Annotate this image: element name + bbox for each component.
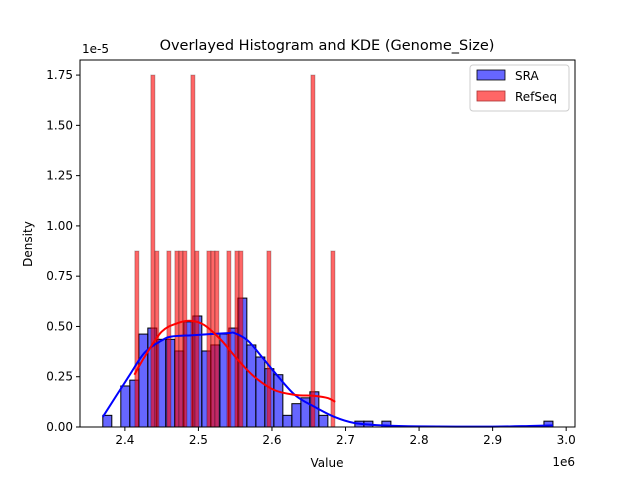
refseq-bar <box>166 250 172 428</box>
y-tick-label: 1.00 <box>46 219 73 233</box>
y-multiplier-label: 1e-5 <box>82 42 109 56</box>
sra-bar <box>255 356 266 428</box>
y-axis-ticks: 0.00 0.25 0.50 0.75 1.00 1.25 1.50 1.75 <box>46 68 80 434</box>
sra-bar <box>102 414 113 428</box>
x-axis-label: Value <box>311 456 344 470</box>
legend: SRA RefSeq <box>469 64 570 112</box>
refseq-bar <box>234 250 240 428</box>
chart-title: Overlayed Histogram and KDE (Genome_Size… <box>160 38 495 54</box>
x-tick-label: 2.8 <box>410 433 429 447</box>
axes-frame <box>79 59 576 428</box>
y-tick-label: 1.75 <box>46 68 73 82</box>
refseq-bar <box>226 250 232 428</box>
refseq-bar <box>206 250 212 428</box>
x-tick-label: 2.6 <box>262 433 281 447</box>
y-tick-label: 1.50 <box>46 118 73 132</box>
sra-bar <box>138 333 149 428</box>
y-tick-label: 0.25 <box>46 370 73 384</box>
x-tick-label: 3.0 <box>557 433 576 447</box>
y-tick-label: 0.00 <box>46 420 73 434</box>
refseq-bar <box>174 250 180 428</box>
y-tick-label: 1.25 <box>46 169 73 183</box>
legend-label-refseq: RefSeq <box>515 90 557 104</box>
refseq-bar <box>210 250 216 428</box>
refseq-bar <box>182 250 188 428</box>
sra-bar <box>246 344 257 428</box>
x-tick-label: 2.7 <box>336 433 355 447</box>
refseq-bar <box>190 74 196 428</box>
legend-swatch-sra <box>476 69 506 81</box>
x-tick-label: 2.5 <box>189 433 208 447</box>
sra-bar <box>291 403 302 428</box>
y-axis-label: Density <box>21 221 35 267</box>
refseq-bar <box>194 250 200 428</box>
sra-bar <box>120 385 131 428</box>
refseq-bar <box>238 250 244 428</box>
kde-curves <box>101 319 553 428</box>
x-tick-label: 2.4 <box>115 433 134 447</box>
refseq-bar <box>266 250 272 428</box>
refseq-bar <box>214 250 220 428</box>
sra-kde-line <box>101 331 553 428</box>
refseq-bar <box>178 250 184 428</box>
sra-bar <box>318 414 329 428</box>
x-axis-ticks: 2.4 2.5 2.6 2.7 2.8 2.9 3.0 <box>115 427 576 447</box>
y-tick-label: 0.50 <box>46 319 73 333</box>
sra-bar <box>273 374 284 428</box>
x-multiplier-label: 1e6 <box>552 455 575 469</box>
y-tick-label: 0.75 <box>46 269 73 283</box>
refseq-bar <box>310 74 316 428</box>
x-tick-label: 2.9 <box>483 433 502 447</box>
refseq-kde-line <box>133 319 336 403</box>
legend-label-sra: SRA <box>515 69 539 83</box>
refseq-bar <box>134 250 140 428</box>
sra-bar <box>282 414 293 428</box>
refseq-bar <box>150 74 156 428</box>
legend-swatch-refseq <box>476 90 506 102</box>
